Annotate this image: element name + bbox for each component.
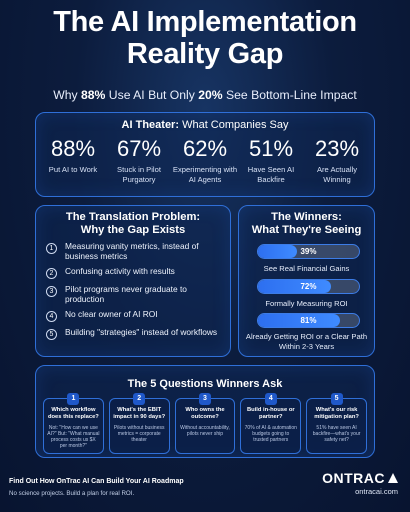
winners-panel: The Winners: What They're Seeing 39% See… bbox=[238, 205, 375, 357]
question-answer: Without accountability, pilots never shi… bbox=[180, 425, 230, 437]
brand-url-link[interactable]: ontracai.com bbox=[355, 487, 398, 496]
subtitle-post: See Bottom-Line Impact bbox=[222, 88, 357, 102]
stat-item: 51% Have Seen AI Backfire bbox=[238, 135, 304, 184]
list-item-text: Pilot programs never graduate to product… bbox=[65, 284, 187, 304]
question-card: 2 What's the EBIT impact in 90 days? Pil… bbox=[108, 393, 170, 454]
question-answer: Not: "How can we use AI?" But: "What man… bbox=[47, 425, 100, 449]
question-number-badge: 1 bbox=[67, 393, 80, 405]
stat-label: Stuck in Pilot Purgatory bbox=[117, 165, 161, 184]
ai-theater-heading: AI Theater: What Companies Say bbox=[36, 119, 374, 131]
stat-value: 67% bbox=[116, 136, 162, 161]
ai-theater-stats: 88% Put AI to Work 67% Stuck in Pilot Pu… bbox=[40, 135, 370, 184]
list-item-text: Building "strategies" instead of workflo… bbox=[65, 327, 218, 338]
translation-problem-panel: The Translation Problem: Why the Gap Exi… bbox=[35, 205, 231, 357]
page-title: The AI Implementation Reality Gap bbox=[0, 6, 410, 70]
question-number-badge: 3 bbox=[198, 393, 211, 405]
stat-item: 62% Experimenting with AI Agents bbox=[172, 135, 238, 184]
stat-label: Experimenting with AI Agents bbox=[172, 165, 238, 184]
progress-bar-fill bbox=[258, 245, 298, 258]
stat-item: 23% Are Actually Winning bbox=[304, 135, 370, 184]
question-answer: 51% have seen AI backfire—what's your sa… bbox=[312, 425, 361, 443]
footer-cta-link[interactable]: Find Out How OnTrac AI Can Build Your AI… bbox=[9, 478, 184, 485]
list-item: 2 Confusing activity with results bbox=[46, 266, 222, 280]
brand-name: ONTRAC bbox=[322, 470, 385, 486]
progress-bar-fill bbox=[258, 280, 331, 293]
progress-bar-value: 39% bbox=[300, 247, 317, 256]
question-card: 1 Which workflow does this replace? Not:… bbox=[43, 393, 104, 454]
ai-theater-heading-rest: What Companies Say bbox=[179, 119, 289, 131]
stat-value: 51% bbox=[248, 136, 294, 161]
question-answer: Pilots without business metrics = corpor… bbox=[113, 425, 165, 443]
translation-problem-list: 1 Measuring vanity metrics, instead of b… bbox=[46, 241, 222, 346]
question-number-badge: 5 bbox=[330, 393, 343, 405]
winners-title-line-2: What They're Seeing bbox=[251, 224, 362, 236]
question-card: 3 Who owns the outcome? Without accounta… bbox=[174, 393, 236, 454]
stat-label: Have Seen AI Backfire bbox=[247, 165, 295, 184]
translation-title-line-2: Why the Gap Exists bbox=[80, 224, 186, 236]
stat-value: 23% bbox=[314, 136, 360, 161]
number-badge: 3 bbox=[46, 286, 57, 298]
stat-item: 67% Stuck in Pilot Purgatory bbox=[106, 135, 172, 184]
question-text: What's our risk mitigation plan? bbox=[314, 407, 359, 420]
stat-label: Are Actually Winning bbox=[316, 165, 358, 184]
triangle-logo-icon bbox=[388, 473, 398, 483]
question-text: Build in-house or partner? bbox=[246, 407, 295, 420]
progress-bar-label: Formally Measuring ROI bbox=[265, 299, 348, 308]
question-text: Which workflow does this replace? bbox=[47, 407, 99, 420]
list-item-text: Measuring vanity metrics, instead of bus… bbox=[65, 241, 199, 261]
number-badge: 2 bbox=[46, 268, 57, 280]
translation-title-line-1: The Translation Problem: bbox=[65, 211, 201, 223]
question-card: 5 What's our risk mitigation plan? 51% h… bbox=[306, 393, 367, 454]
list-item: 1 Measuring vanity metrics, instead of b… bbox=[46, 241, 222, 261]
list-item: 5 Building "strategies" instead of workf… bbox=[46, 327, 222, 341]
progress-bar-label: Already Getting ROI or a Clear Path With… bbox=[245, 332, 368, 351]
brand-logo: ONTRAC bbox=[322, 470, 398, 486]
question-text: What's the EBIT impact in 90 days? bbox=[113, 407, 166, 420]
list-item-text: No clear owner of AI ROI bbox=[65, 309, 158, 320]
question-number-badge: 4 bbox=[264, 393, 277, 405]
progress-bar-value: 81% bbox=[300, 316, 317, 325]
list-item: 4 No clear owner of AI ROI bbox=[46, 309, 222, 323]
progress-bar-fill bbox=[258, 314, 340, 327]
translation-problem-title: The Translation Problem: Why the Gap Exi… bbox=[36, 206, 230, 237]
progress-bar-value: 72% bbox=[300, 282, 317, 291]
subtitle-pct-1: 88% bbox=[81, 88, 106, 102]
progress-bar-label: See Real Financial Gains bbox=[263, 264, 350, 273]
questions-title: The 5 Questions Winners Ask bbox=[127, 378, 283, 390]
progress-bar: 39% bbox=[257, 244, 360, 259]
stat-value: 62% bbox=[182, 136, 228, 161]
stat-item: 88% Put AI to Work bbox=[40, 135, 106, 184]
subtitle-pre: Why bbox=[53, 88, 81, 102]
brand-block: ONTRAC ontracai.com bbox=[322, 470, 398, 496]
page-title-line-1: The AI Implementation bbox=[53, 6, 357, 38]
page-subtitle: Why 88% Use AI But Only 20% See Bottom-L… bbox=[0, 88, 410, 102]
list-item: 3 Pilot programs never graduate to produ… bbox=[46, 284, 222, 304]
ai-theater-panel: AI Theater: What Companies Say 88% Put A… bbox=[35, 112, 375, 197]
question-number-badge: 2 bbox=[133, 393, 146, 405]
page-title-line-2: Reality Gap bbox=[126, 38, 284, 70]
questions-panel: The 5 Questions Winners Ask 1 Which work… bbox=[35, 365, 375, 458]
list-item-text: Confusing activity with results bbox=[65, 266, 175, 277]
question-text: Who owns the outcome? bbox=[185, 407, 225, 420]
stat-value: 88% bbox=[50, 136, 96, 161]
stat-label: Put AI to Work bbox=[48, 165, 98, 174]
ai-theater-heading-bold: AI Theater: bbox=[121, 119, 180, 131]
winners-title: The Winners: What They're Seeing bbox=[239, 206, 374, 237]
progress-bar: 81% bbox=[257, 313, 360, 328]
subtitle-pct-2: 20% bbox=[198, 88, 223, 102]
question-answer: 70% of AI & automation budgets going to … bbox=[244, 425, 297, 443]
question-cards: 1 Which workflow does this replace? Not:… bbox=[43, 393, 367, 454]
number-badge: 1 bbox=[46, 243, 57, 254]
number-badge: 4 bbox=[46, 311, 57, 323]
footer-subtext: No science projects. Build a plan for re… bbox=[9, 490, 135, 497]
progress-bar: 72% bbox=[257, 279, 360, 294]
winners-title-line-1: The Winners: bbox=[271, 211, 342, 223]
question-card: 4 Build in-house or partner? 70% of AI &… bbox=[240, 393, 302, 454]
subtitle-mid: Use AI But Only bbox=[105, 88, 199, 102]
number-badge: 5 bbox=[46, 329, 57, 341]
